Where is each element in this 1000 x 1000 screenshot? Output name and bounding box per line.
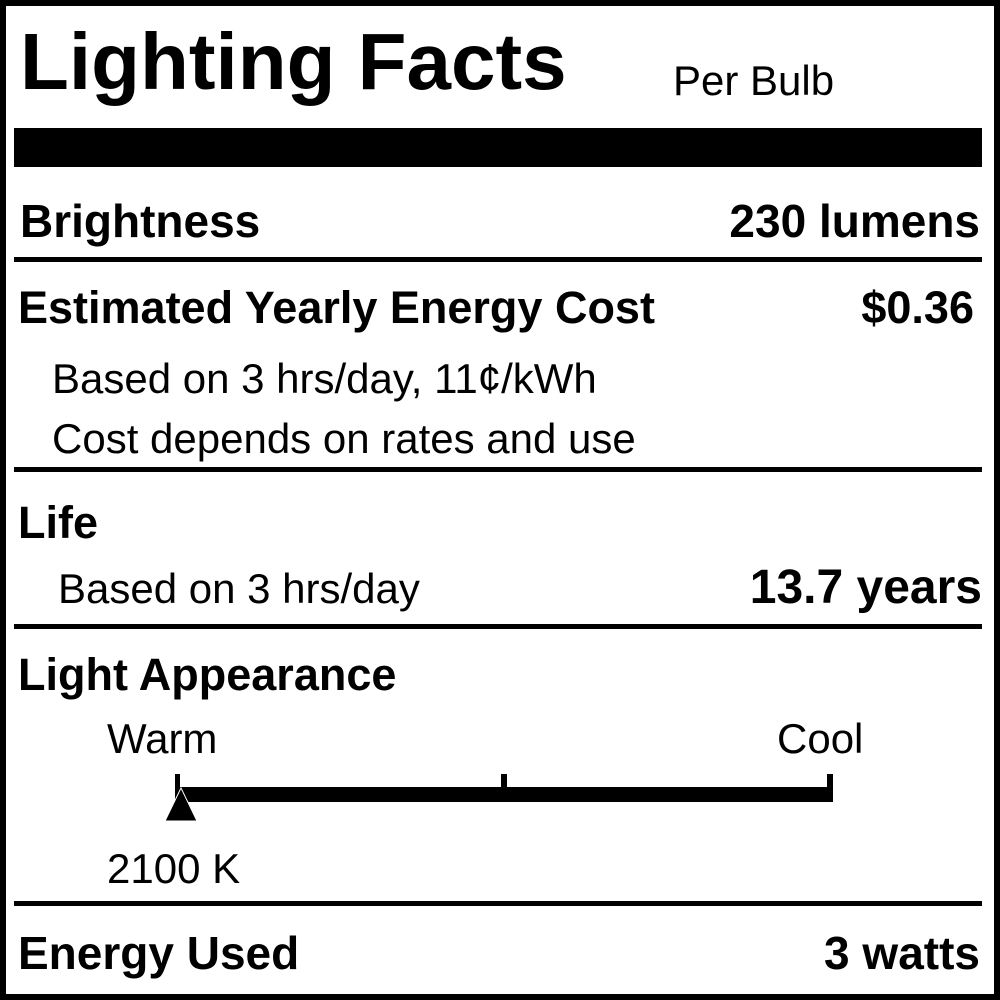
energy-cost-label: Estimated Yearly Energy Cost <box>18 282 655 333</box>
energy-cost-note-1: Based on 3 hrs/day, 11¢/kWh <box>52 355 597 402</box>
scale-marker-triangle <box>164 786 198 822</box>
divider <box>14 467 982 472</box>
scale-tick-middle <box>501 774 507 802</box>
header-bar <box>14 128 982 167</box>
divider <box>14 257 982 262</box>
scale-tick-left <box>175 774 180 802</box>
label-title: Lighting Facts <box>20 17 567 106</box>
cool-label: Cool <box>777 715 864 762</box>
life-note: Based on 3 hrs/day <box>58 565 420 612</box>
divider <box>14 624 982 629</box>
warm-label: Warm <box>107 715 218 762</box>
life-value: 13.7 years <box>749 561 982 614</box>
brightness-label: Brightness <box>20 195 261 247</box>
energy-used-label: Energy Used <box>18 927 300 979</box>
divider <box>14 901 982 906</box>
energy-cost-value: $0.36 <box>861 282 974 333</box>
light-appearance-label: Light Appearance <box>18 649 397 700</box>
energy-used-value: 3 watts <box>824 927 980 979</box>
life-label: Life <box>18 497 99 548</box>
energy-cost-note-2: Cost depends on rates and use <box>52 415 636 462</box>
color-temperature-value: 2100 K <box>107 845 241 892</box>
scale-tick-right <box>827 774 833 802</box>
label-subtitle: Per Bulb <box>673 57 835 104</box>
brightness-value: 230 lumens <box>729 195 980 247</box>
